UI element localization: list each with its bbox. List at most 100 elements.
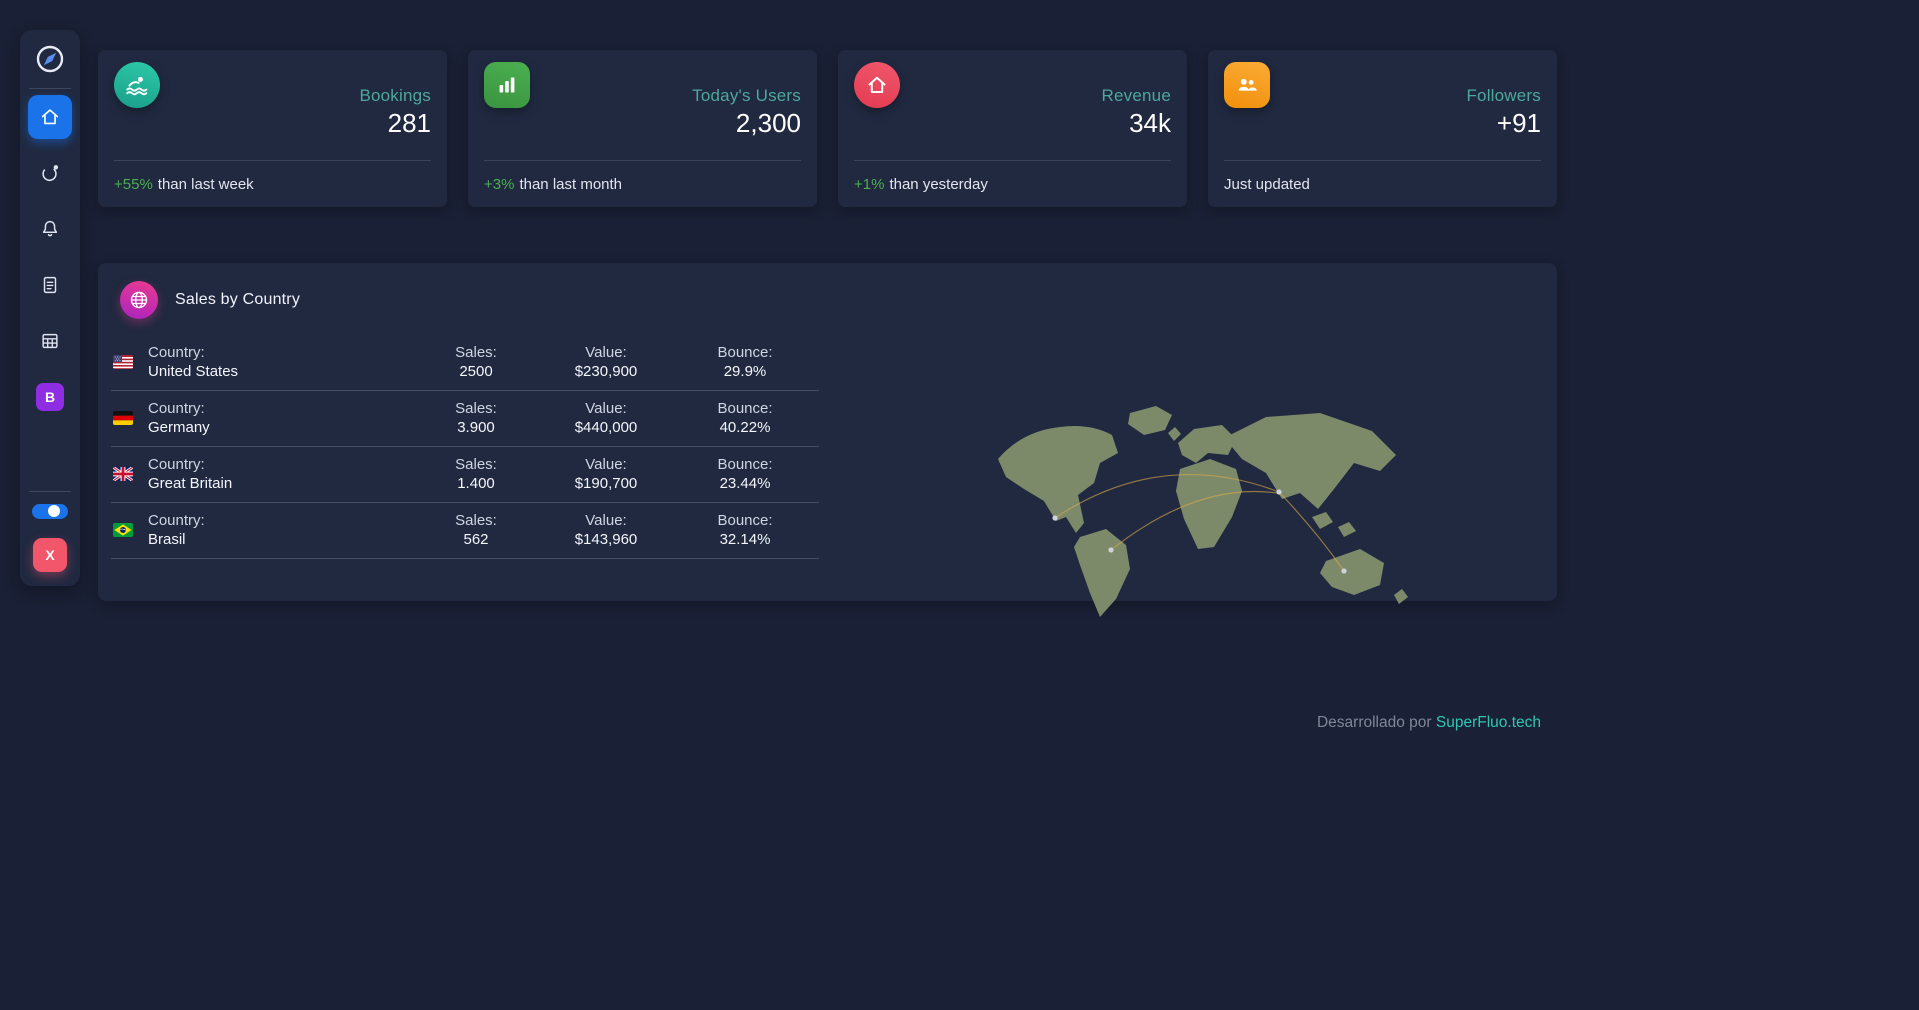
- stat-footer: +1% than yesterday: [838, 161, 1187, 207]
- value-value: $190,700: [574, 475, 638, 492]
- sidebar-item-home[interactable]: [20, 89, 80, 145]
- globe-icon: [120, 281, 158, 319]
- notes-icon: [43, 276, 57, 294]
- table-row: Country: Great Britain Sales: 1.400 Valu…: [111, 447, 819, 503]
- table-icon: [42, 333, 58, 349]
- stat-footer-text: than last month: [519, 175, 623, 193]
- sidebar-divider: [29, 491, 71, 492]
- stat-title: Bookings: [359, 86, 431, 105]
- bar-chart-icon: [484, 62, 530, 108]
- value-label: Value:: [585, 456, 627, 473]
- sidebar: B X: [20, 30, 80, 586]
- bounce-label: Bounce:: [717, 344, 773, 361]
- sales-label: Sales:: [455, 344, 497, 361]
- stat-value: 281: [387, 108, 431, 138]
- sales-label: Sales:: [455, 512, 497, 529]
- sales-value: 3.900: [457, 419, 495, 436]
- footer-link[interactable]: SuperFluo.tech: [1435, 714, 1541, 731]
- table-row: Country: United States Sales: 2500 Value…: [111, 335, 819, 391]
- germany-flag-icon: [113, 411, 133, 425]
- country-name: United States: [148, 363, 239, 380]
- stat-footer-text: than last week: [157, 175, 254, 193]
- value-label: Value:: [585, 400, 627, 417]
- donut-chart-icon: [42, 165, 59, 182]
- country-label: Country:: [148, 512, 205, 529]
- home-icon: [854, 62, 900, 108]
- b-badge-icon: B: [36, 383, 64, 411]
- bounce-value: 32.14%: [719, 531, 771, 548]
- bounce-label: Bounce:: [717, 456, 773, 473]
- card-divider: [114, 160, 431, 161]
- bounce-value: 23.44%: [719, 475, 771, 492]
- value-label: Value:: [585, 344, 627, 361]
- stat-value: 34k: [1129, 108, 1171, 138]
- stat-delta: +3%: [484, 175, 515, 193]
- home-icon: [41, 109, 59, 125]
- compass-logo-icon[interactable]: [34, 30, 66, 88]
- country-label: Country:: [148, 344, 205, 361]
- value-value: $230,900: [574, 363, 638, 380]
- stat-title: Followers: [1466, 86, 1541, 105]
- stat-value: +91: [1496, 108, 1541, 138]
- country-name: Great Britain: [148, 475, 233, 492]
- toggle-knob: [48, 505, 60, 517]
- country-name: Germany: [148, 419, 210, 436]
- stat-card-bookings: Bookings 281 +55% than last week: [98, 50, 447, 207]
- sales-label: Sales:: [455, 456, 497, 473]
- country-label: Country:: [148, 456, 205, 473]
- us-flag-icon: [113, 355, 133, 369]
- stat-card-revenue: Revenue 34k +1% than yesterday: [838, 50, 1187, 207]
- people-icon: [1224, 62, 1270, 108]
- bounce-value: 40.22%: [719, 419, 771, 436]
- bell-icon: [42, 220, 58, 237]
- sidebar-item-notes[interactable]: [20, 257, 80, 313]
- table-row: Country: Germany Sales: 3.900 Value: $44…: [111, 391, 819, 447]
- country-name: Brasil: [148, 531, 186, 548]
- footer-text: Desarrollado por: [1316, 714, 1432, 731]
- theme-toggle[interactable]: [32, 503, 68, 519]
- card-divider: [1224, 160, 1541, 161]
- sidebar-item-notifications[interactable]: [20, 201, 80, 257]
- sidebar-item-charts[interactable]: [20, 145, 80, 201]
- sales-value: 1.400: [457, 475, 495, 492]
- sidebar-divider: [29, 88, 71, 89]
- value-value: $440,000: [574, 419, 638, 436]
- close-label: X: [45, 547, 55, 563]
- sales-table: Country: United States Sales: 2500 Value…: [111, 335, 819, 632]
- page-footer: Desarrollado por SuperFluo.tech: [98, 714, 1557, 732]
- sales-value: 2500: [459, 363, 493, 380]
- stat-footer: +3% than last month: [468, 161, 817, 207]
- stat-delta: +1%: [854, 175, 885, 193]
- value-label: Value:: [585, 512, 627, 529]
- stat-delta: +55%: [114, 175, 153, 193]
- sales-by-country-card: Sales by Country: [98, 263, 1557, 617]
- close-button[interactable]: X: [33, 538, 67, 572]
- stat-cards-row: Bookings 281 +55% than last week: [98, 50, 1557, 207]
- stat-footer-text: than yesterday: [889, 175, 988, 193]
- badge-label: B: [44, 389, 56, 405]
- sidebar-item-tables[interactable]: [20, 313, 80, 369]
- bounce-label: Bounce:: [717, 512, 773, 529]
- stat-card-followers: Followers +91 Just updated: [1208, 50, 1557, 207]
- bounce-label: Bounce:: [717, 400, 773, 417]
- world-map: [982, 397, 1412, 632]
- sidebar-item-badge[interactable]: B: [20, 369, 80, 425]
- stat-card-users: Today's Users 2,300 +3% than last month: [468, 50, 817, 207]
- country-label: Country:: [148, 400, 205, 417]
- bounce-value: 29.9%: [723, 363, 767, 380]
- stat-title: Today's Users: [692, 86, 801, 105]
- brazil-flag-icon: [113, 523, 133, 537]
- sales-value: 562: [463, 531, 489, 548]
- stat-footer: Just updated: [1208, 161, 1557, 207]
- sales-card-title: Sales by Country: [175, 291, 301, 308]
- pool-icon: [114, 62, 160, 108]
- sales-label: Sales:: [455, 400, 497, 417]
- stat-value: 2,300: [735, 108, 801, 138]
- stat-footer: +55% than last week: [98, 161, 447, 207]
- card-divider: [484, 160, 801, 161]
- great-britain-flag-icon: [113, 467, 133, 481]
- stat-title: Revenue: [1101, 86, 1171, 105]
- table-row: Country: Brasil Sales: 562 Value: $143,9…: [111, 503, 819, 559]
- card-divider: [854, 160, 1171, 161]
- stat-footer-text: Just updated: [1224, 175, 1310, 193]
